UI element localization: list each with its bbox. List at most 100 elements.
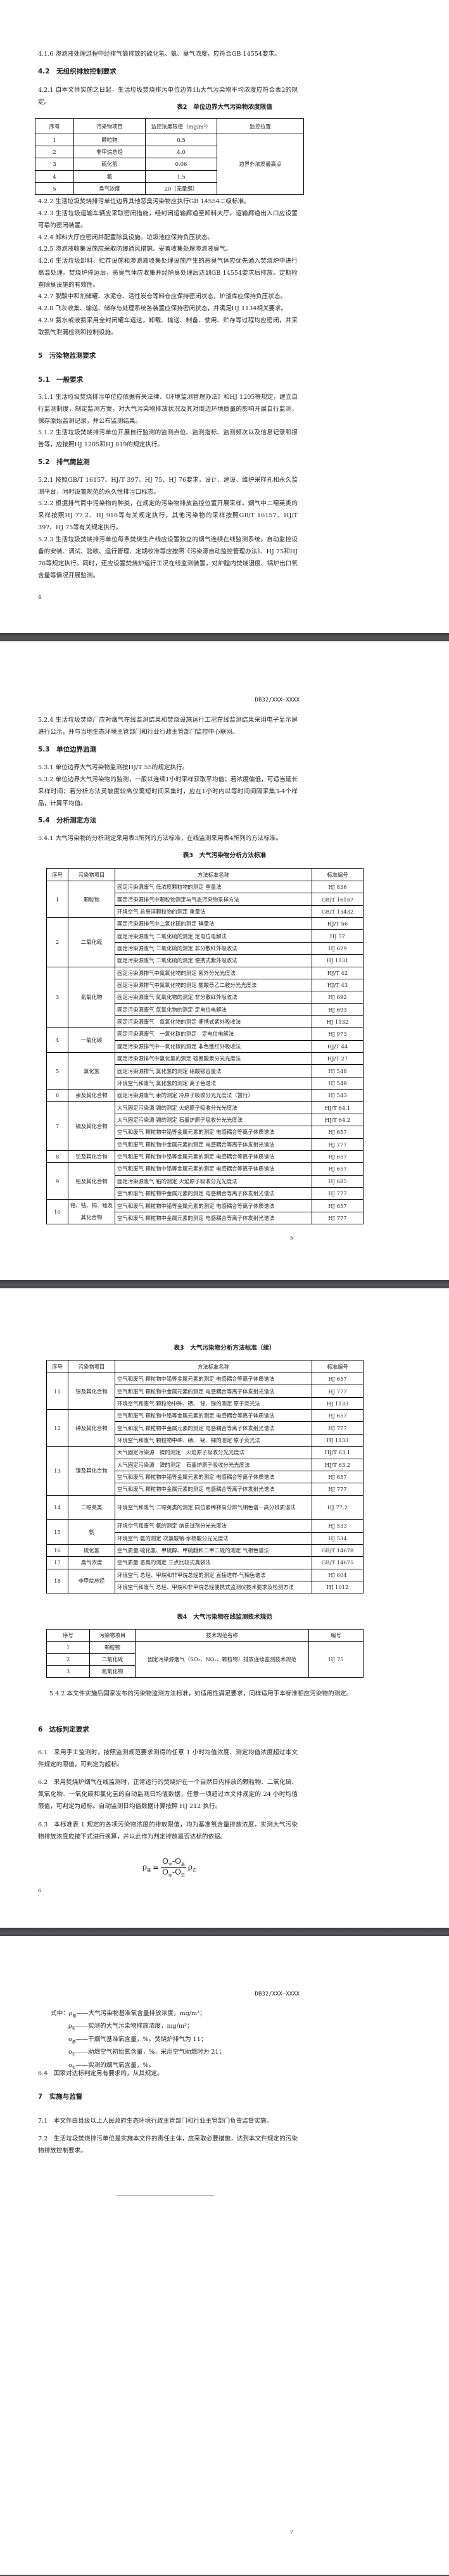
- clause-4-2-7: 4.2.7 脱酸中和剂储罐、水泥仓、活性炭仓等料仓应保持密闭状态，炉渣库应保持负…: [38, 293, 287, 300]
- pollutant-cell: 一氧化碳: [68, 1027, 115, 1053]
- symbol: ρ: [68, 2010, 73, 2017]
- symbol-subscript: 实: [72, 2026, 76, 2032]
- table-header-row: 序号 污染物项目 监控浓度限值（mg/m³） 监控位置: [35, 118, 304, 134]
- clause-5-3-2: 5.3.2 单位边界大气污染物的监测，一般以连续1小时采样获取平均值；若浓度偏低…: [38, 776, 298, 807]
- formula-d2-sub: 实: [180, 1873, 185, 1878]
- method-name-cell: 固定污染源废气 汞的测定 冷原子吸收分光光度法（暂行）: [115, 1089, 312, 1102]
- page-5: DB32/XXX—XXXX 5.2.4 生活垃圾焚烧厂应对烟气在线监测结果和焚烧…: [0, 641, 449, 1280]
- clause-5-1-2: 5.1.2 生活垃圾焚烧排污单位开展自行监测的监测点位、监测指标、监测频次以及信…: [38, 429, 298, 448]
- symbol-definition: o空——助燃空气初始氧含量，%。采用空气助燃时为 21；: [51, 2047, 225, 2060]
- serial-number-cell: 12: [46, 1409, 68, 1447]
- table-cell: 0.5: [145, 133, 217, 147]
- column-header: 方法标准名称: [115, 1360, 312, 1373]
- pollutant-cell: 二噁英类: [68, 1495, 115, 1521]
- formula-lhs: ρ: [142, 1862, 148, 1871]
- table-row: 5 氯化氢 固定污染源排气中氯化氢的测定 硫氰酸汞分光光度法 HJ/T 27: [46, 1052, 364, 1090]
- symbol-definition: o实——实测的烟气氧含量，%。: [51, 2061, 225, 2073]
- formula-n2: O: [175, 1857, 181, 1866]
- formula-minus: -: [172, 1857, 175, 1866]
- column-header: 污染物项目: [68, 1360, 115, 1373]
- table-cell: 氨: [73, 170, 146, 183]
- clause-4-2-2: 4.2.2 生活垃圾焚烧排污单位边界其他恶臭污染物应执行GB 14554二级标准…: [38, 198, 250, 205]
- table-cell: 0.06: [145, 158, 217, 171]
- table-row: 固定污染源废气 二氧化硫的测定 定电位电解法 HJ 57: [47, 929, 364, 943]
- page-number: 5: [290, 1235, 294, 1241]
- heading-5-1: 5.1 一般要求: [38, 376, 84, 384]
- table-row: 环境空气和废气 总烃、甲烷和非甲烷总烃便携式监测仪技术要求及检测方法 HJ 101…: [47, 1580, 364, 1594]
- table-row: 4 氨 1.5: [35, 170, 304, 183]
- page-number: 7: [290, 2529, 294, 2535]
- spec-name-cell: 固定污染源烟气（SO₂、NOₓ、颗粒物）排放连续监测技术规范: [135, 1641, 309, 1678]
- pollutant-cell: 氨: [68, 1519, 115, 1545]
- table-row: 固定污染源废气 二氧化硫的测定 非分散红外吸收法 HJ 629: [47, 941, 364, 955]
- table-row: 空气和废气 颗粒物中金属元素的测定 电感耦合等离子体发射光谱法 HJ 777: [47, 1186, 364, 1200]
- table2-title: 表2 单位边界大气污染物浓度限值: [177, 104, 272, 111]
- table-cell: 4: [35, 170, 74, 183]
- standard-code-cell: HJ/T 64.2: [312, 1113, 364, 1127]
- table-row: 12 砷及其化合物 空气和废气 颗粒物中铅等金属元素的测定 电感耦合等离子体质谱法 H…: [46, 1409, 364, 1447]
- standard-code-cell: HJ 685: [312, 1174, 364, 1188]
- column-header: 污染物项目: [89, 1629, 136, 1642]
- pollutant-cell: 氮氧化物: [68, 966, 115, 1029]
- standard-code-cell: HJ 629: [312, 941, 364, 955]
- column-header: 污染物项目: [68, 868, 115, 881]
- formula-d2: O: [175, 1868, 181, 1877]
- standard-code-cell: HJ 1132: [312, 1015, 364, 1029]
- table-row: 空气和废气 颗粒物中金属元素的测定 电感耦合等离子体发射光谱法 HJ 777: [47, 1483, 364, 1496]
- serial-number-cell: 1: [46, 880, 68, 919]
- heading-5-2: 5.2 排气筒监测: [38, 458, 90, 466]
- clause-6-2: 6.2 采用焚烧炉烟气在线监测时，正常运行的焚烧炉在一个自然日内排放的颗粒物、二…: [38, 1779, 298, 1810]
- method-name-cell: 固定污染源排气中氯化氢的测定 硫氰酸汞分光光度法: [115, 1052, 312, 1065]
- table-cell: 1: [46, 1641, 90, 1654]
- method-name-cell: 固定污染源废气 一氧化碳的测定 定电位电解法: [115, 1027, 312, 1041]
- method-name-cell: 空气和废气 颗粒物中金属元素的测定 电感耦合等离子体发射光谱法: [115, 1483, 312, 1496]
- standard-code-cell: HJ/T 56: [312, 917, 364, 931]
- pollutant-cell: 砷及其化合物: [68, 1409, 115, 1447]
- table-cell: 1: [35, 133, 74, 147]
- table-row: 环境空气和废气 氯化氢的测定 离子色谱法 HJ 549: [47, 1076, 364, 1090]
- method-name-cell: 固定污染源排气中二氧化硫的测定 碘量法: [115, 917, 312, 931]
- formula-lhs-sub: 基: [147, 1868, 151, 1873]
- method-name-cell: 空气和废气 颗粒物中铅等金属元素的测定 电感耦合等离子体质谱法: [115, 1409, 312, 1423]
- method-name-cell: 空气质量 恶臭的测定 三点比较式臭袋法: [115, 1556, 312, 1569]
- formula-n2-sub: 基: [180, 1863, 185, 1868]
- method-name-cell: 大气固定污染源 镉的测定 火焰原子吸收分光光度法: [115, 1101, 312, 1114]
- pollutant-cell: 锑及其化合物: [68, 1372, 115, 1411]
- method-name-cell: 固定污染源排气 氯化氢的测定 硝酸银容量法: [115, 1064, 312, 1078]
- table-row: 7 镉及其化合物 大气固定污染源 镉的测定 火焰原子吸收分光光度法 HJ/T 64.1: [46, 1101, 364, 1151]
- pollutant-cell: 颗粒物: [68, 880, 115, 919]
- column-header: 序号: [46, 868, 68, 881]
- column-header: 序号: [35, 118, 74, 134]
- method-name-cell: 空气和废气 颗粒物中铅等金属元素的测定 电感耦合等离子体质谱法: [115, 1150, 312, 1164]
- clause-4-1-6: 4.1.6 渗滤液处理过程中经排气筒排放的硫化氢、氨、臭气浓度，应符合GB 14…: [38, 51, 281, 58]
- table-cell: 颗粒物: [89, 1641, 136, 1654]
- page-separator: [0, 2575, 449, 2576]
- clause-5-2-2: 5.2.2 根据排气筒中污染物的种类，在规定的污染物排放监控位置开展采样。烟气中…: [38, 500, 298, 531]
- method-name-cell: 环境空气和废气 二噁英类的测定 同位素稀释高分辨气相色谱－高分辨质谱法: [115, 1495, 312, 1521]
- clause-4-2-4: 4.2.4 卸料大厅应密闭并配置除臭设施。垃圾池应保持负压状态。: [38, 234, 213, 241]
- oxygen-conversion-formula: ρ基 = O空-O基 O空-O实 ρ实: [142, 1857, 196, 1878]
- column-header: 监控浓度限值（mg/m³）: [145, 118, 217, 134]
- table-header-row: 序号 污染物项目 方法标准名称 标准编号: [46, 1360, 364, 1373]
- table-row: 16 硫化氢 空气质量 硫化氢、甲硫醇、甲硫醚和二甲二硫的测定 气相色谱法 GB/T …: [46, 1543, 364, 1557]
- pollutant-cell: 铬、钴、铜、锰及其化合物: [68, 1199, 115, 1225]
- standard-code-cell: HJ/T 63.1: [312, 1446, 364, 1459]
- table-row: 9 铅及其化合物 空气和废气 颗粒物中铅等金属元素的测定 电感耦合等离子体质谱法 HJ…: [46, 1162, 364, 1200]
- table-row: 1 颗粒物 固定污染源烟气（SO₂、NOₓ、颗粒物）排放连续监测技术规范 HJ 75: [46, 1641, 364, 1678]
- standard-code-cell: HJ 1133: [312, 1433, 364, 1447]
- method-name-cell: 固定污染源废气 二氧化硫的测定 非分散红外吸收法: [115, 941, 312, 955]
- heading-6: 6 达标判定要求: [38, 1726, 89, 1733]
- table-header-row: 序号 污染物项目 技术规范名称 编号: [46, 1629, 364, 1642]
- standard-code-cell: HJ 1012: [312, 1580, 364, 1594]
- method-name-cell: 环境空气和废气 氨的测定 纳氏试剂分光光度法: [115, 1519, 312, 1533]
- column-header: 技术规范名称: [135, 1629, 309, 1642]
- formula-minus: -: [172, 1868, 175, 1877]
- page-4: 4.1.6 渗滤液处理过程中经排气筒排放的硫化氢、氨、臭气浓度，应符合GB 14…: [0, 0, 449, 633]
- table-cell: 3: [46, 1665, 90, 1678]
- standard-code-cell: HJ/T 43: [312, 978, 364, 992]
- standard-code-cell: HJ 692: [312, 991, 364, 1004]
- table-row: 13 镍及其化合物 大气固定污染源 镍的测定 火焰原子吸收分光光度法 HJ/T 63.…: [46, 1446, 364, 1496]
- clause-7-2: 7.2 生活垃圾焚烧排污单位是实施本文件的责任主体，应采取必要措施，达到本文件规…: [38, 2135, 298, 2154]
- table-cell: 3: [35, 158, 74, 171]
- serial-number-cell: 3: [46, 966, 68, 1029]
